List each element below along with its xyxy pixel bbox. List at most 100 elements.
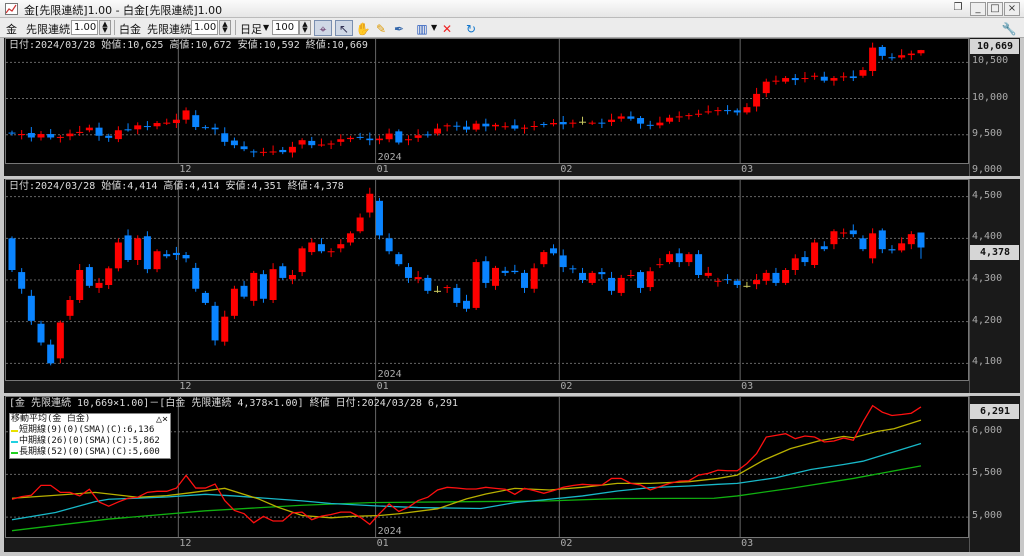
spread-line-chart[interactable]: [金 先限連続 10,669×1.00]－[白金 先限連続 4,378×1.00… [5, 396, 969, 538]
month-tick-label: 01 [376, 381, 389, 392]
candle-down [724, 279, 732, 281]
pen-edit-icon[interactable]: ✒ [393, 22, 405, 36]
candle-up [317, 144, 325, 146]
candle-down [124, 129, 132, 131]
multiplier1-input[interactable]: 1.00 [71, 20, 98, 35]
year-label: 2024 [378, 152, 402, 163]
gold-candlestick-chart[interactable]: 日付:2024/03/28 始値:10,625 高値:10,672 安値:10,… [5, 38, 969, 164]
candle-up [356, 217, 364, 232]
candle-up [366, 193, 374, 213]
close-button[interactable]: × [1004, 2, 1020, 16]
candle-up [56, 136, 64, 138]
candle-up [666, 117, 674, 122]
candle-down [395, 254, 403, 265]
spread-time-axis: 12 01 02 03 [5, 538, 968, 550]
candle-up [917, 50, 925, 54]
candle-down [192, 267, 200, 289]
candle-up [288, 146, 296, 153]
candle-up [346, 233, 354, 243]
candle-up [714, 110, 722, 112]
month-tick-label: 03 [741, 381, 754, 392]
bar-count-stepper[interactable]: ▲ ▼ [299, 20, 311, 35]
candle-up [685, 115, 693, 117]
candle-up [337, 244, 345, 249]
contract2-label: 先限連続 [147, 23, 191, 36]
candle-up [569, 122, 577, 124]
candle-down [482, 123, 490, 127]
candle-up [898, 55, 906, 58]
candle-down [637, 272, 645, 288]
legend-collapse-close-buttons[interactable]: △× [155, 414, 168, 425]
candle-down [559, 122, 567, 125]
candle-up [811, 242, 819, 265]
candle-down [501, 270, 509, 273]
multiplier1-stepper[interactable]: ▲ ▼ [99, 20, 111, 35]
platinum-candlestick-chart[interactable]: 日付:2024/03/28 始値:4,414 高値:4,414 安値:4,351… [5, 179, 969, 381]
platinum-time-axis: 12 01 02 03 [5, 381, 968, 393]
gold-price-axis: 9,000 9,500 10,000 10,500 10,669 [969, 38, 1019, 176]
wrench-icon[interactable]: 🔧 [1001, 22, 1017, 36]
candle-down [482, 261, 490, 283]
restore-windows-icon[interactable]: ❐ [953, 2, 963, 13]
delete-drawings-icon[interactable]: ✕ [441, 22, 453, 36]
candle-down [772, 272, 780, 283]
pencil-icon[interactable]: ✎ [375, 22, 387, 36]
candle-down [540, 124, 548, 126]
period-select[interactable]: 日足 [240, 23, 262, 36]
hand-icon[interactable]: ✋ [355, 22, 371, 36]
axis-tick-label: 5,500 [972, 467, 1003, 479]
candle-down [27, 133, 35, 138]
candle-down [356, 136, 364, 138]
axis-tick-label: 4,100 [972, 356, 1003, 368]
candle-down [37, 323, 45, 343]
chevron-down-icon[interactable]: ▼ [263, 23, 270, 32]
maximize-button[interactable]: □ [987, 2, 1003, 16]
crosshair-icon[interactable]: ⌖ [314, 20, 332, 36]
candle-up [37, 134, 45, 138]
candle-down [211, 305, 219, 341]
month-tick-label: 02 [560, 381, 573, 392]
chevron-down-icon[interactable]: ▼ [431, 23, 438, 32]
candle-up [308, 242, 316, 253]
axis-tick-label: 4,500 [972, 189, 1003, 201]
candle-up [443, 125, 451, 127]
candle-up [530, 125, 538, 127]
sma-short-line [11, 419, 922, 519]
candle-down [462, 300, 470, 309]
platinum-price-pane: 日付:2024/03/28 始値:4,414 高値:4,414 安値:4,351… [4, 179, 1020, 393]
candle-up [588, 272, 596, 283]
candle-up [627, 275, 635, 276]
candle-down [559, 255, 567, 268]
multiplier2-stepper[interactable]: ▲ ▼ [219, 20, 231, 35]
candle-up [472, 262, 480, 308]
candle-up [66, 133, 74, 137]
candle-down [849, 76, 857, 79]
title-bar: 金[先限連続]1.00 - 白金[先限連続]1.00 ❐ _ □ × [0, 0, 1024, 18]
multiplier2-input[interactable]: 1.00 [191, 20, 218, 35]
candle-down [627, 116, 635, 119]
candle-down [733, 110, 741, 113]
current-value-label: 4,378 [970, 244, 1019, 260]
bar-chart-icon[interactable]: ▥ [416, 22, 428, 36]
candle-up [66, 300, 74, 316]
candle-down [201, 127, 209, 129]
axis-tick-label: 5,000 [972, 510, 1003, 522]
candle-down [240, 285, 248, 297]
month-tick-label: 02 [560, 538, 573, 549]
candle-down [859, 238, 867, 250]
bar-count-input[interactable]: 100 [272, 20, 299, 35]
candle-up [753, 280, 761, 285]
cursor-icon[interactable]: ↖ [335, 20, 353, 36]
minimize-button[interactable]: _ [970, 2, 986, 16]
refresh-icon[interactable]: ↻ [465, 22, 477, 36]
candle-up [18, 134, 26, 136]
candle-down [733, 280, 741, 285]
candle-up [869, 47, 877, 72]
spread-header: [金 先限連続 10,669×1.00]－[白金 先限連続 4,378×1.00… [9, 398, 458, 409]
candle-up [114, 242, 122, 269]
candle-up [114, 130, 122, 140]
month-tick-label: 01 [376, 538, 389, 549]
candle-up [153, 123, 161, 127]
candle-up [414, 135, 422, 138]
candle-down [598, 272, 606, 275]
